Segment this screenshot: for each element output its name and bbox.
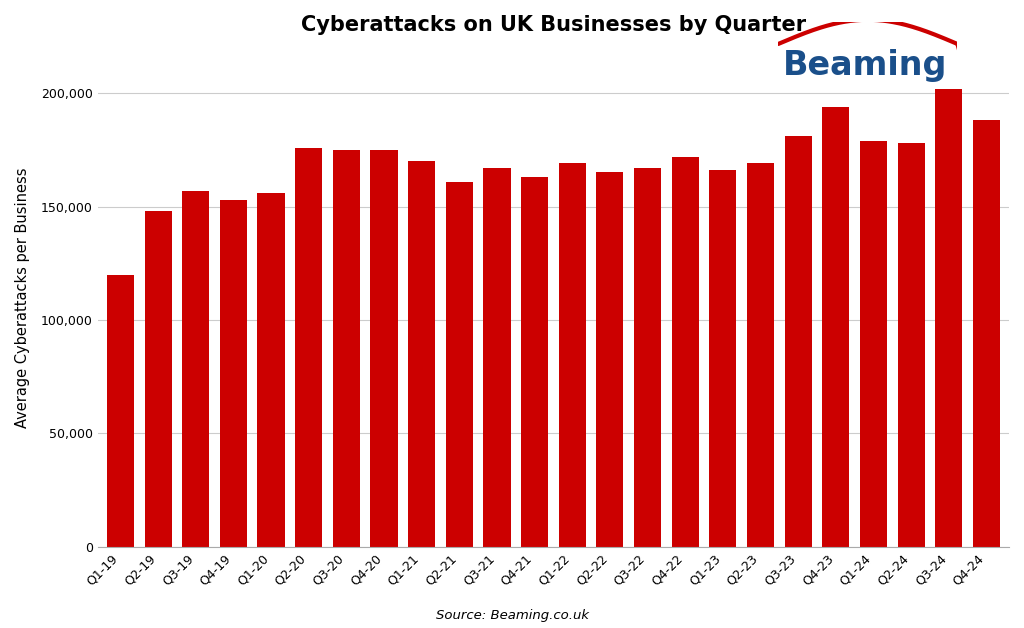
Bar (257, 193, 285, 547)
Bar (144, 211, 172, 547)
Bar (295, 148, 323, 547)
Bar (182, 191, 209, 547)
Bar (710, 170, 736, 547)
Bar (220, 200, 247, 547)
Bar (973, 121, 1000, 547)
Bar (634, 168, 662, 547)
Title: Cyberattacks on UK Businesses by Quarter: Cyberattacks on UK Businesses by Quarter (301, 15, 806, 35)
Bar (822, 107, 849, 547)
Bar (521, 177, 548, 547)
Bar (559, 163, 586, 547)
Bar (935, 89, 963, 547)
Bar (483, 168, 511, 547)
Y-axis label: Average Cyberattacks per Business: Average Cyberattacks per Business (15, 167, 30, 428)
Text: Source: Beaming.co.uk: Source: Beaming.co.uk (435, 609, 589, 622)
Text: Beaming: Beaming (783, 50, 947, 82)
Bar (672, 156, 698, 547)
Bar (106, 274, 134, 547)
Bar (409, 161, 435, 547)
Bar (860, 141, 887, 547)
Bar (371, 149, 397, 547)
Bar (784, 136, 812, 547)
Bar (596, 173, 624, 547)
Bar (746, 163, 774, 547)
Bar (445, 181, 473, 547)
Bar (898, 143, 925, 547)
Bar (333, 149, 359, 547)
